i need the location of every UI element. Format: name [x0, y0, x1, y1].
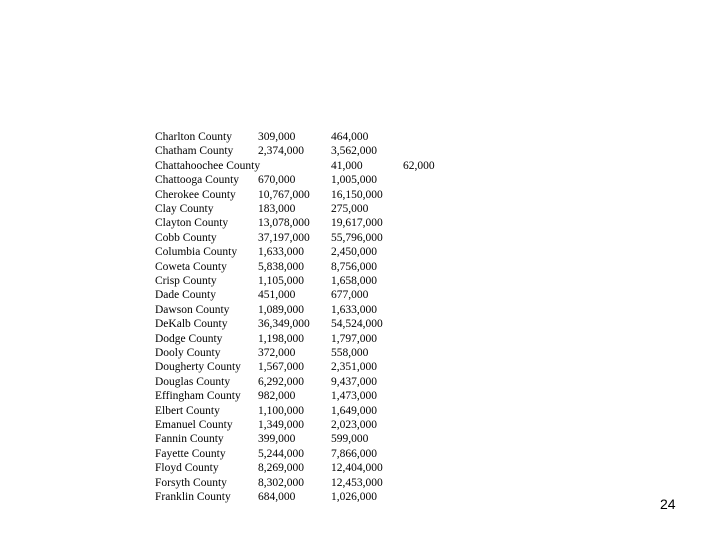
value-cell: 13,078,000 [258, 217, 310, 230]
county-name: Cobb County [155, 231, 217, 244]
value-cell: 54,524,000 [331, 318, 383, 331]
county-name: Clay County [155, 203, 214, 215]
county-name: Clayton County [155, 217, 229, 230]
county-name: Chatham County [155, 145, 234, 158]
county-name: Elbert County [155, 404, 220, 417]
county-name: Dougherty County [155, 361, 241, 374]
county-name: Chattahoochee County [155, 159, 261, 172]
county-name: Dodge County [155, 332, 223, 345]
value-cell: 12,453,000 [331, 476, 383, 489]
value-cell: 1,649,000 [331, 404, 377, 417]
county-name: Crisp County [155, 275, 217, 287]
value-cell: 2,374,000 [258, 145, 304, 158]
value-cell: 55,796,000 [331, 231, 383, 244]
value-cell: 399,000 [258, 433, 296, 446]
county-name: Forsyth County [155, 476, 227, 489]
county-name: Dooly County [155, 347, 221, 359]
value-cell: 1,026,000 [331, 491, 377, 503]
value-cell: 1,005,000 [331, 174, 377, 187]
value-cell: 5,838,000 [258, 260, 304, 273]
value-cell: 982,000 [258, 390, 296, 403]
county-name: Franklin County [155, 491, 231, 503]
value-cell: 1,100,000 [258, 404, 304, 417]
value-cell: 8,302,000 [258, 476, 304, 489]
county-name: Chattooga County [155, 174, 240, 187]
value-cell: 1,473,000 [331, 390, 377, 403]
value-cell: 275,000 [331, 203, 369, 215]
value-cell: 183,000 [258, 203, 296, 215]
value-cell: 16,150,000 [331, 188, 383, 201]
value-cell: 7,866,000 [331, 447, 377, 460]
value-cell: 451,000 [258, 289, 296, 302]
value-cell: 1,633,000 [331, 303, 377, 316]
county-name: Effingham County [155, 390, 241, 403]
value-cell: 1,567,000 [258, 361, 304, 374]
value-cell: 1,658,000 [331, 275, 377, 287]
value-cell: 8,756,000 [331, 260, 377, 273]
value-cell: 8,269,000 [258, 462, 304, 475]
value-cell: 2,450,000 [331, 246, 377, 259]
value-cell: 2,351,000 [331, 361, 377, 374]
value-cell: 12,404,000 [331, 462, 383, 475]
value-cell: 1,633,000 [258, 246, 304, 259]
county-name: Cherokee County [155, 188, 236, 201]
value-cell: 9,437,000 [331, 375, 377, 388]
value-cell: 464,000 [331, 131, 369, 143]
value-cell: 6,292,000 [258, 375, 304, 388]
value-cell: 3,562,000 [331, 145, 377, 158]
value-cell: 41,000 [331, 159, 363, 172]
value-cell: 1,089,000 [258, 303, 304, 316]
county-name: Charlton County [155, 131, 232, 143]
value-cell: 372,000 [258, 347, 296, 359]
value-cell: 677,000 [331, 289, 369, 302]
value-cell: 558,000 [331, 347, 369, 359]
county-name: DeKalb County [155, 318, 228, 331]
value-cell: 10,767,000 [258, 188, 310, 201]
value-cell: 37,197,000 [258, 231, 310, 244]
value-cell: 36,349,000 [258, 318, 310, 331]
value-cell: 684,000 [258, 491, 296, 503]
county-name: Dade County [155, 289, 217, 302]
value-cell: 1,349,000 [258, 419, 304, 431]
value-cell: 1,797,000 [331, 332, 377, 345]
page-number: 24 [660, 496, 676, 512]
value-cell: 1,105,000 [258, 275, 304, 287]
value-cell: 5,244,000 [258, 447, 304, 460]
county-name: Columbia County [155, 246, 238, 259]
county-name: Fayette County [155, 447, 226, 460]
county-name: Coweta County [155, 260, 227, 273]
value-cell: 309,000 [258, 131, 296, 143]
county-name: Douglas County [155, 375, 231, 388]
value-cell: 1,198,000 [258, 332, 304, 345]
county-name: Dawson County [155, 303, 230, 316]
county-name: Fannin County [155, 433, 224, 446]
value-cell: 599,000 [331, 433, 369, 446]
county-name: Emanuel County [155, 419, 233, 431]
value-cell: 19,617,000 [331, 217, 383, 230]
value-cell: 62,000 [403, 159, 435, 172]
county-name: Floyd County [155, 462, 219, 475]
value-cell: 670,000 [258, 174, 296, 187]
value-cell: 2,023,000 [331, 419, 377, 431]
